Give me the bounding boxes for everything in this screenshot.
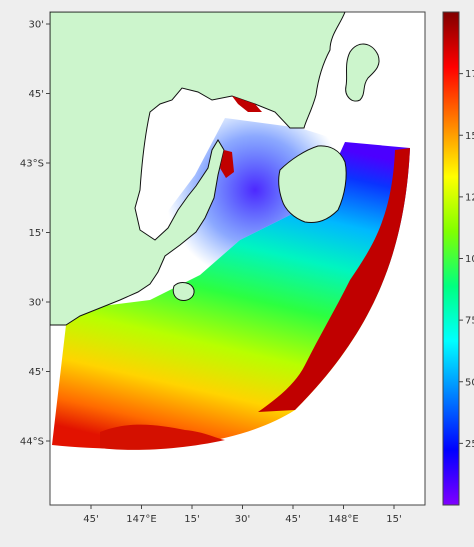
longitude-tick-label: 15' xyxy=(386,514,401,525)
latitude-tick-label: 44°S xyxy=(20,437,44,448)
southwest-warm-patch xyxy=(100,424,225,450)
longitude-tick-label: 15' xyxy=(184,514,199,525)
longitude-tick-label: 147°E xyxy=(126,514,156,525)
colorbar-tick-label: 175 xyxy=(465,69,474,80)
longitude-tick-label: 30' xyxy=(235,514,250,525)
colorbar-tick-label: 100 xyxy=(465,254,474,265)
latitude-tick-label: 45' xyxy=(29,367,44,378)
latitude-tick-label: 43°S xyxy=(20,159,44,170)
latitude-tick-label: 15' xyxy=(29,228,44,239)
latitude-tick-label: 30' xyxy=(29,20,44,31)
latitude-tick-label: 45' xyxy=(29,89,44,100)
estuary-high-values-west xyxy=(220,150,234,178)
colorbar-tick-label: 25 xyxy=(465,439,474,450)
longitude-tick-label: 148°E xyxy=(328,514,358,525)
latitude-tick-label: 30' xyxy=(29,298,44,309)
colorbar-tick-label: 75 xyxy=(465,316,474,327)
latitude-ticks: 30' 45' 43°S 15' 30' 45' 44°S xyxy=(20,20,50,448)
colorbar-tick-label: 125 xyxy=(465,192,474,203)
colorbar-ticks: 25 50 75 100 125 150 175 xyxy=(459,69,474,450)
colorbar-tick-label: 150 xyxy=(465,131,474,142)
maria-island xyxy=(345,43,380,102)
longitude-ticks: 45' 147°E 15' 30' 45' 148°E 15' xyxy=(83,505,402,525)
colorbar xyxy=(442,11,460,506)
bruny-island-tip xyxy=(172,282,195,301)
outer-boundary-high-values xyxy=(258,148,410,412)
land-mass xyxy=(50,12,346,326)
forestier-peninsula xyxy=(278,145,347,223)
longitude-tick-label: 45' xyxy=(285,514,300,525)
longitude-tick-label: 45' xyxy=(83,514,98,525)
colorbar-tick-label: 50 xyxy=(465,377,474,388)
estuary-high-values-north xyxy=(232,96,262,112)
